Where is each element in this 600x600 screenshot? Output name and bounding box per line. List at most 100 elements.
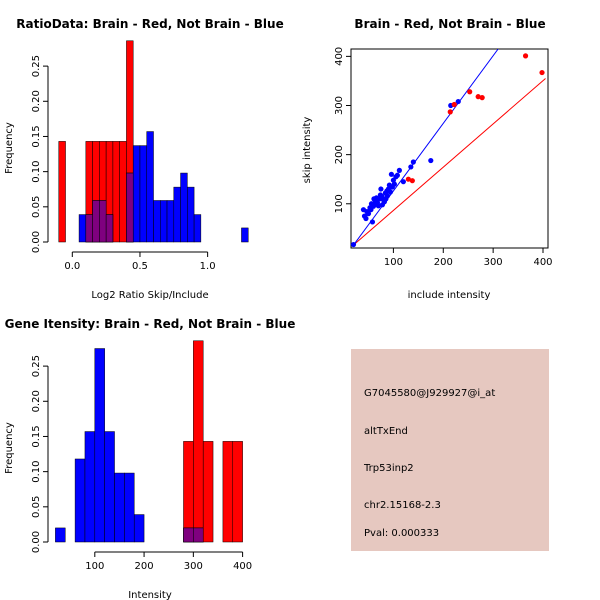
scatter-x-tick-label: 100 — [384, 257, 403, 268]
scatter-point-brain-4 — [479, 95, 485, 101]
scatter-point-brain-6 — [447, 109, 453, 115]
intensity-histogram-xlabel: Intensity — [128, 590, 172, 600]
scatter-point-not-brain-30 — [387, 189, 393, 195]
ratio-histogram-panel: RatioData: Brain - Red, Not Brain - Blue… — [4, 17, 284, 301]
intensity-hist-y-tick-label: 0.25 — [31, 355, 42, 377]
intensity-histogram-bars — [55, 340, 243, 543]
intensity-hist-x-tick-label: 400 — [233, 561, 252, 572]
ratio-hist-x-tick-label: 0.5 — [132, 261, 148, 272]
ratio-hist-x-tick-label: 0.0 — [64, 261, 80, 272]
ratio-hist-bar-not-brain-16 — [241, 227, 249, 243]
ratio-hist-x-tick-label: 1.0 — [200, 261, 216, 272]
scatter-point-not-brain-9 — [369, 219, 376, 225]
intensity-hist-y-tick-label: 0.10 — [31, 461, 42, 483]
ratio-hist-bar-overlap-3 — [99, 200, 107, 243]
ratio-histogram-xlabel: Log2 Ratio Skip/Include — [91, 290, 208, 301]
intensity-hist-y-tick-label: 0.15 — [31, 425, 42, 447]
ratio-hist-y-tick-label: 0.20 — [31, 90, 42, 112]
ratio-hist-bar-not-brain-13 — [180, 172, 188, 243]
intensity-scatter-panel: Brain - Red, Not Brain - Blue 100 200 300 4… — [302, 17, 553, 301]
scatter-point-not-brain-37 — [396, 167, 402, 173]
scatter-y-tick-label: 300 — [334, 96, 345, 115]
ratio-hist-bar-overlap-4 — [105, 214, 114, 243]
scatter-y-tick-label: 200 — [334, 145, 345, 164]
ratio-hist-bar-brain-6 — [119, 141, 127, 243]
ratio-hist-y-tick-label: 0.15 — [31, 125, 42, 147]
scatter-fit-lines — [353, 49, 546, 246]
scatter-point-brain-5 — [451, 101, 457, 108]
scatter-point-not-brain-27 — [384, 193, 391, 199]
gene-name-text: Trp53inp2 — [363, 463, 414, 474]
scatter-point-not-brain-40 — [410, 159, 416, 165]
location-text: chr2.15168-2.3 — [364, 500, 441, 511]
scatter-point-brain-7 — [405, 176, 411, 182]
fit-line-not-brain — [353, 49, 499, 246]
scatter-xlabel: include intensity — [408, 290, 491, 301]
ratio-hist-bar-not-brain-8 — [146, 131, 154, 243]
ratio-histogram-ylabel: Frequency — [4, 122, 15, 174]
intensity-hist-bar-brain-0 — [183, 441, 194, 543]
intensity-histogram-panel: Gene Itensity: Brain - Red, Not Brain - … — [4, 317, 295, 600]
intensity-hist-bar-not-brain-1 — [74, 458, 86, 543]
scatter-y-tick-label: 400 — [334, 47, 345, 66]
scatter-point-not-brain-39 — [408, 164, 414, 170]
intensity-hist-bar-not-brain-6 — [124, 472, 135, 543]
scatter-point-not-brain-0 — [350, 241, 357, 248]
ratio-hist-bar-overlap-2 — [92, 200, 100, 243]
scatter-point-not-brain-43 — [455, 98, 461, 105]
scatter-point-not-brain-34 — [391, 181, 397, 187]
ratio-hist-bar-not-brain-9 — [153, 200, 161, 243]
intensity-hist-bar-not-brain-5 — [114, 472, 125, 543]
ratio-hist-bar-not-brain-14 — [187, 186, 195, 243]
intensity-hist-x-tick-label: 100 — [85, 561, 104, 572]
scatter-ylabel: skip intensity — [302, 117, 313, 184]
ratio-hist-bar-not-brain-10 — [160, 200, 168, 243]
scatter-point-not-brain-31 — [388, 171, 394, 177]
scatter-point-not-brain-41 — [428, 157, 434, 164]
ratio-hist-bar-brain-0 — [58, 141, 66, 243]
intensity-hist-bar-not-brain-7 — [133, 514, 145, 543]
scatter-plot-box — [350, 48, 549, 249]
scatter-point-brain-8 — [409, 178, 415, 184]
ratio-hist-bar-overlap-1 — [85, 214, 93, 243]
scatter-point-brain-2 — [467, 89, 473, 95]
ratio-hist-bar-not-brain-7 — [139, 145, 147, 243]
ratio-histogram-title: RatioData: Brain - Red, Not Brain - Blue — [16, 17, 283, 31]
ratio-hist-y-tick-label: 0.10 — [31, 161, 42, 183]
intensity-hist-bar-brain-3 — [222, 441, 234, 543]
intensity-hist-bar-brain-2 — [202, 441, 214, 543]
intensity-hist-bar-overlap-9 — [193, 527, 204, 543]
ratio-hist-bar-not-brain-11 — [166, 200, 175, 243]
intensity-hist-y-tick-label: 0.00 — [31, 531, 42, 553]
scatter-point-not-brain-16 — [375, 203, 382, 209]
ratio-hist-bar-not-brain-0 — [78, 214, 87, 243]
info-panel-background — [351, 349, 549, 551]
intensity-hist-x-tick-label: 300 — [184, 561, 203, 572]
ratio-hist-bar-overlap-5 — [126, 172, 134, 243]
scatter-axes: 100 200 300 400 100 200 300 400 — [334, 47, 553, 268]
scatter-point-not-brain-5 — [365, 211, 372, 217]
intensity-hist-x-tick-label: 200 — [135, 561, 154, 572]
scatter-point-not-brain-3 — [363, 215, 369, 222]
scatter-point-brain-3 — [475, 94, 481, 100]
intensity-histogram-ylabel: Frequency — [4, 422, 15, 474]
scatter-y-tick-label: 100 — [334, 194, 345, 213]
intensity-histogram-axes: 100 200 300 400 0.00 0.05 0.10 0.15 0.20 0.25 — [31, 355, 252, 572]
ratio-histogram-bars — [58, 40, 249, 243]
pval-text: Pval: 0.000333 — [364, 528, 439, 539]
intensity-hist-bar-not-brain-3 — [94, 348, 105, 543]
ratio-hist-bar-brain-5 — [112, 141, 120, 243]
scatter-x-tick-label: 200 — [434, 257, 453, 268]
fit-line-brain — [353, 78, 546, 246]
scatter-x-tick-label: 400 — [533, 257, 552, 268]
probe-id-text: G7045580@J929927@i_at — [364, 388, 495, 399]
intensity-hist-bar-not-brain-4 — [104, 431, 115, 543]
ratio-hist-y-tick-label: 0.00 — [31, 231, 42, 253]
ratio-hist-y-tick-label: 0.25 — [31, 55, 42, 77]
scatter-point-brain-1 — [539, 69, 545, 76]
scatter-title: Brain - Red, Not Brain - Blue — [354, 17, 545, 31]
intensity-hist-bar-brain-1 — [193, 340, 204, 543]
scatter-point-not-brain-38 — [400, 179, 406, 185]
intensity-histogram-title: Gene Itensity: Brain - Red, Not Brain - … — [5, 317, 296, 331]
scatter-points — [350, 53, 545, 248]
